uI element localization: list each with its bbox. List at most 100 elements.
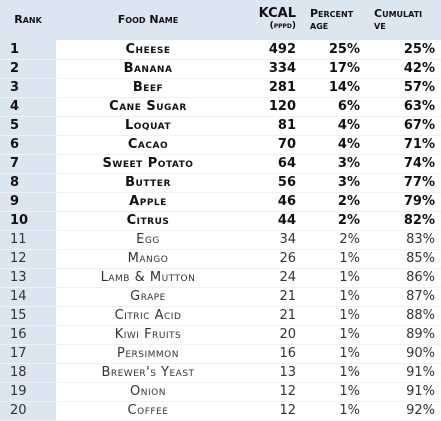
rank-cell: 12 bbox=[0, 249, 56, 269]
percent-cell: 1% bbox=[302, 363, 366, 383]
table-row: 5 Loquat 81 4% 67% bbox=[0, 116, 441, 136]
percent-cell: 3% bbox=[302, 154, 366, 174]
kcal-cell: 334 bbox=[240, 59, 302, 79]
food-name-cell: Citrus bbox=[56, 211, 240, 231]
kcal-cell: 46 bbox=[240, 192, 302, 212]
percent-cell: 4% bbox=[302, 135, 366, 155]
percent-cell: 1% bbox=[302, 401, 366, 421]
kcal-unit: (pppd) bbox=[269, 21, 296, 31]
percent-cell: 6% bbox=[302, 97, 366, 117]
rank-cell: 3 bbox=[0, 78, 56, 98]
kcal-cell: 12 bbox=[240, 382, 302, 402]
table-row: 10 Citrus 44 2% 82% bbox=[0, 211, 441, 231]
table-row: 12 Mango 26 1% 85% bbox=[0, 249, 441, 269]
header-line: ve bbox=[374, 19, 386, 32]
table-row: 20 Coffee 12 1% 92% bbox=[0, 401, 441, 421]
rank-cell: 6 bbox=[0, 135, 56, 155]
percent-cell: 1% bbox=[302, 325, 366, 345]
cumulative-cell: 82% bbox=[366, 211, 441, 231]
kcal-cell: 56 bbox=[240, 173, 302, 193]
kcal-cell: 21 bbox=[240, 287, 302, 307]
table-row: 16 Kiwi Fruits 20 1% 89% bbox=[0, 325, 441, 345]
header-line: age bbox=[310, 19, 329, 32]
cumulative-cell: 67% bbox=[366, 116, 441, 136]
cumulative-cell: 71% bbox=[366, 135, 441, 155]
rank-cell: 15 bbox=[0, 306, 56, 326]
food-name-cell: Grape bbox=[56, 287, 240, 307]
table-row: 15 Citric Acid 21 1% 88% bbox=[0, 306, 441, 326]
cumulative-cell: 88% bbox=[366, 306, 441, 326]
percent-cell: 1% bbox=[302, 382, 366, 402]
table-row: 9 Apple 46 2% 79% bbox=[0, 192, 441, 212]
food-name-cell: Cheese bbox=[56, 40, 240, 60]
food-header: Food Name bbox=[56, 0, 240, 40]
percent-cell: 1% bbox=[302, 268, 366, 288]
food-name-cell: Beef bbox=[56, 78, 240, 98]
rank-cell: 2 bbox=[0, 59, 56, 79]
food-name-cell: Sweet Potato bbox=[56, 154, 240, 174]
table-row: 11 Egg 34 2% 83% bbox=[0, 230, 441, 250]
cumulative-cell: 63% bbox=[366, 97, 441, 117]
percent-cell: 2% bbox=[302, 211, 366, 231]
cumulative-cell: 87% bbox=[366, 287, 441, 307]
cumulative-cell: 89% bbox=[366, 325, 441, 345]
kcal-cell: 24 bbox=[240, 268, 302, 288]
rank-cell: 17 bbox=[0, 344, 56, 364]
header-line: Cumulati bbox=[374, 7, 423, 20]
table-row: 17 Persimmon 16 1% 90% bbox=[0, 344, 441, 364]
table-row: 18 Brewer's Yeast 13 1% 91% bbox=[0, 363, 441, 383]
rank-cell: 9 bbox=[0, 192, 56, 212]
food-name-cell: Mango bbox=[56, 249, 240, 269]
cumulative-cell: 86% bbox=[366, 268, 441, 288]
table-row: 3 Beef 281 14% 57% bbox=[0, 78, 441, 98]
percent-cell: 4% bbox=[302, 116, 366, 136]
food-name-cell: Kiwi Fruits bbox=[56, 325, 240, 345]
kcal-cell: 26 bbox=[240, 249, 302, 269]
table-row: 13 Lamb & Mutton 24 1% 86% bbox=[0, 268, 441, 288]
header-line: Percent bbox=[310, 7, 354, 20]
rank-cell: 11 bbox=[0, 230, 56, 250]
table-row: 14 Grape 21 1% 87% bbox=[0, 287, 441, 307]
cumulative-cell: 74% bbox=[366, 154, 441, 174]
food-name-cell: Loquat bbox=[56, 116, 240, 136]
kcal-cell: 13 bbox=[240, 363, 302, 383]
cumulative-cell: 83% bbox=[366, 230, 441, 250]
cumulative-cell: 90% bbox=[366, 344, 441, 364]
percent-cell: 2% bbox=[302, 230, 366, 250]
food-name-cell: Banana bbox=[56, 59, 240, 79]
cumulative-cell: 25% bbox=[366, 40, 441, 60]
food-name-cell: Brewer's Yeast bbox=[56, 363, 240, 383]
rank-cell: 10 bbox=[0, 211, 56, 231]
kcal-cell: 21 bbox=[240, 306, 302, 326]
table-row: 19 Onion 12 1% 91% bbox=[0, 382, 441, 402]
percent-cell: 1% bbox=[302, 344, 366, 364]
rank-cell: 5 bbox=[0, 116, 56, 136]
kcal-cell: 44 bbox=[240, 211, 302, 231]
cumulative-cell: 92% bbox=[366, 401, 441, 421]
table-row: 4 Cane Sugar 120 6% 63% bbox=[0, 97, 441, 117]
food-name-cell: Cacao bbox=[56, 135, 240, 155]
percent-cell: 1% bbox=[302, 287, 366, 307]
rank-cell: 14 bbox=[0, 287, 56, 307]
table-body: 1 Cheese 492 25% 25% 2 Banana 334 17% 42% 3 Beef 281… bbox=[0, 40, 441, 421]
table-row: 7 Sweet Potato 64 3% 74% bbox=[0, 154, 441, 174]
percent-cell: 17% bbox=[302, 59, 366, 79]
rank-cell: 8 bbox=[0, 173, 56, 193]
kcal-cell: 20 bbox=[240, 325, 302, 345]
header-row: Rank Food Name KCAL (pppd) Percent age C… bbox=[0, 0, 441, 40]
food-name-cell: Citric Acid bbox=[56, 306, 240, 326]
kcal-header: KCAL (pppd) bbox=[240, 0, 302, 40]
table-header: Rank Food Name KCAL (pppd) Percent age C… bbox=[0, 0, 441, 40]
percent-cell: 1% bbox=[302, 249, 366, 269]
kcal-cell: 64 bbox=[240, 154, 302, 174]
kcal-cell: 281 bbox=[240, 78, 302, 98]
cumulative-cell: 91% bbox=[366, 382, 441, 402]
rank-cell: 16 bbox=[0, 325, 56, 345]
cumulative-cell: 77% bbox=[366, 173, 441, 193]
rank-cell: 18 bbox=[0, 363, 56, 383]
table-row: 8 Butter 56 3% 77% bbox=[0, 173, 441, 193]
kcal-cell: 16 bbox=[240, 344, 302, 364]
cumulative-cell: 42% bbox=[366, 59, 441, 79]
